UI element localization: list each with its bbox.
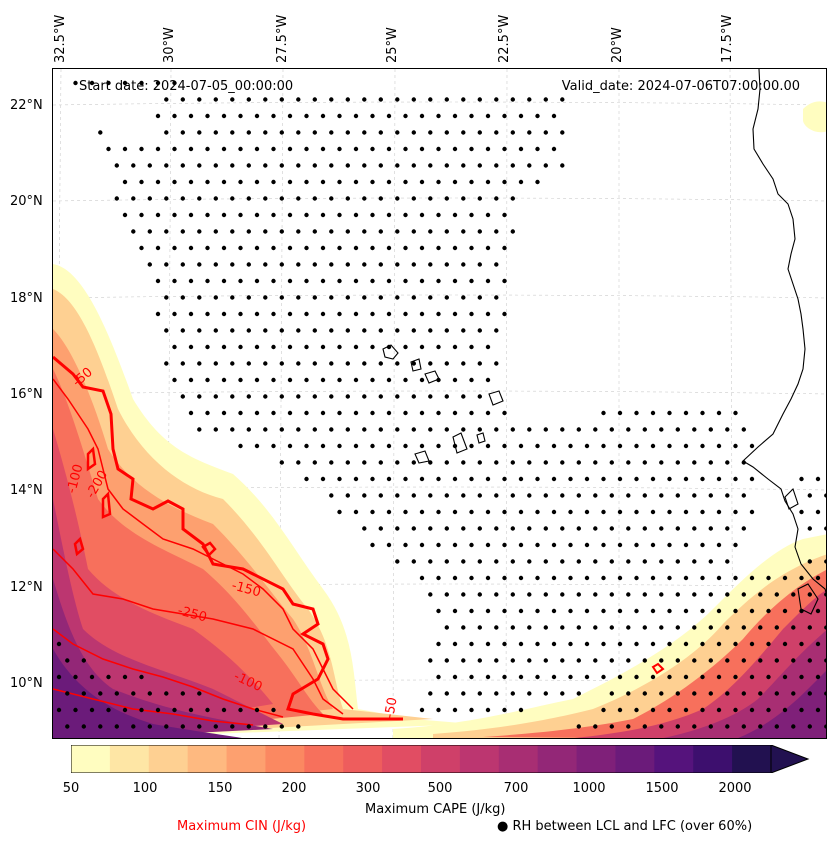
colorbar-cell <box>421 745 461 773</box>
colorbar-tick: 200 <box>281 781 307 796</box>
lon-label-30w: 30°W <box>162 27 177 63</box>
rh-legend: ● RH between LCL and LFC (over 60%) <box>497 819 752 834</box>
lon-label-17-5w: 17.5°W <box>720 14 735 63</box>
cin-contours <box>53 355 665 726</box>
rh-stipple <box>56 80 826 729</box>
lat-label-12n: 12°N <box>10 580 43 595</box>
colorbar-cell <box>265 745 305 773</box>
coastline <box>382 69 826 615</box>
colorbar-cell <box>226 745 266 773</box>
lat-label-14n: 14°N <box>10 483 43 498</box>
colorbar-cell <box>615 745 655 773</box>
valid-date-label: Valid_date: 2024-07-06T07:00:00.00 <box>561 79 800 94</box>
colorbar-cell <box>187 745 228 773</box>
colorbar-cell <box>498 745 539 773</box>
lon-label-20w: 20°W <box>610 27 625 63</box>
cape-shading-southeast <box>393 101 826 738</box>
colorbar-extend-arrow <box>770 745 810 773</box>
colorbar-cell <box>343 745 383 773</box>
colorbar-tick: 1500 <box>645 781 679 796</box>
rh-legend-label: RH between LCL and LFC (over 60%) <box>512 819 753 834</box>
rh-marker-icon: ● <box>497 819 509 834</box>
colorbar-cell <box>654 745 694 773</box>
colorbar-tick: 150 <box>207 781 233 796</box>
colorbar-cell <box>71 745 111 773</box>
lon-label-32-5w: 32.5°W <box>53 14 68 63</box>
lat-label-16n: 16°N <box>10 387 43 402</box>
colorbar-cell <box>693 745 733 773</box>
colorbar-cell <box>109 745 150 773</box>
cin-contour-label: -150 <box>230 578 262 600</box>
cin-contour-label: -50 <box>382 696 400 720</box>
colorbar-tick: 50 <box>62 781 80 796</box>
map-panel: -50 -100 -200 -150 -250 -100 -50 <box>52 68 827 739</box>
colorbar-tick: 500 <box>427 781 453 796</box>
colorbar-title: Maximum CAPE (J/kg) <box>365 802 506 817</box>
colorbar-cell <box>732 745 772 773</box>
cape-colorbar <box>71 745 810 773</box>
colorbar-cell <box>148 745 189 773</box>
colorbar-cell <box>382 745 422 773</box>
lon-label-27-5w: 27.5°W <box>275 14 290 63</box>
colorbar-tick: 1000 <box>572 781 606 796</box>
colorbar-cell <box>459 745 500 773</box>
cin-contour-label: -250 <box>176 603 208 625</box>
colorbar-cell <box>576 745 616 773</box>
lat-label-20n: 20°N <box>10 194 43 209</box>
colorbar-cell <box>304 745 344 773</box>
colorbar-tick: 2000 <box>718 781 752 796</box>
map-canvas: -50 -100 -200 -150 -250 -100 -50 <box>53 69 826 738</box>
colorbar-tick: 100 <box>132 781 158 796</box>
lon-label-22-5w: 22.5°W <box>497 14 512 63</box>
lon-label-25w: 25°W <box>385 27 400 63</box>
colorbar-tick: 300 <box>355 781 381 796</box>
cin-legend-label: Maximum CIN (J/kg) <box>177 819 307 834</box>
cin-contour-label: -100 <box>64 463 86 495</box>
colorbar-cell <box>537 745 578 773</box>
start-date-label: Start date: 2024-07-05_00:00:00 <box>79 79 294 94</box>
lat-label-18n: 18°N <box>10 291 43 306</box>
colorbar-tick: 700 <box>503 781 529 796</box>
lat-label-22n: 22°N <box>10 98 43 113</box>
lat-label-10n: 10°N <box>10 676 43 691</box>
cape-shading-southwest <box>53 264 473 738</box>
